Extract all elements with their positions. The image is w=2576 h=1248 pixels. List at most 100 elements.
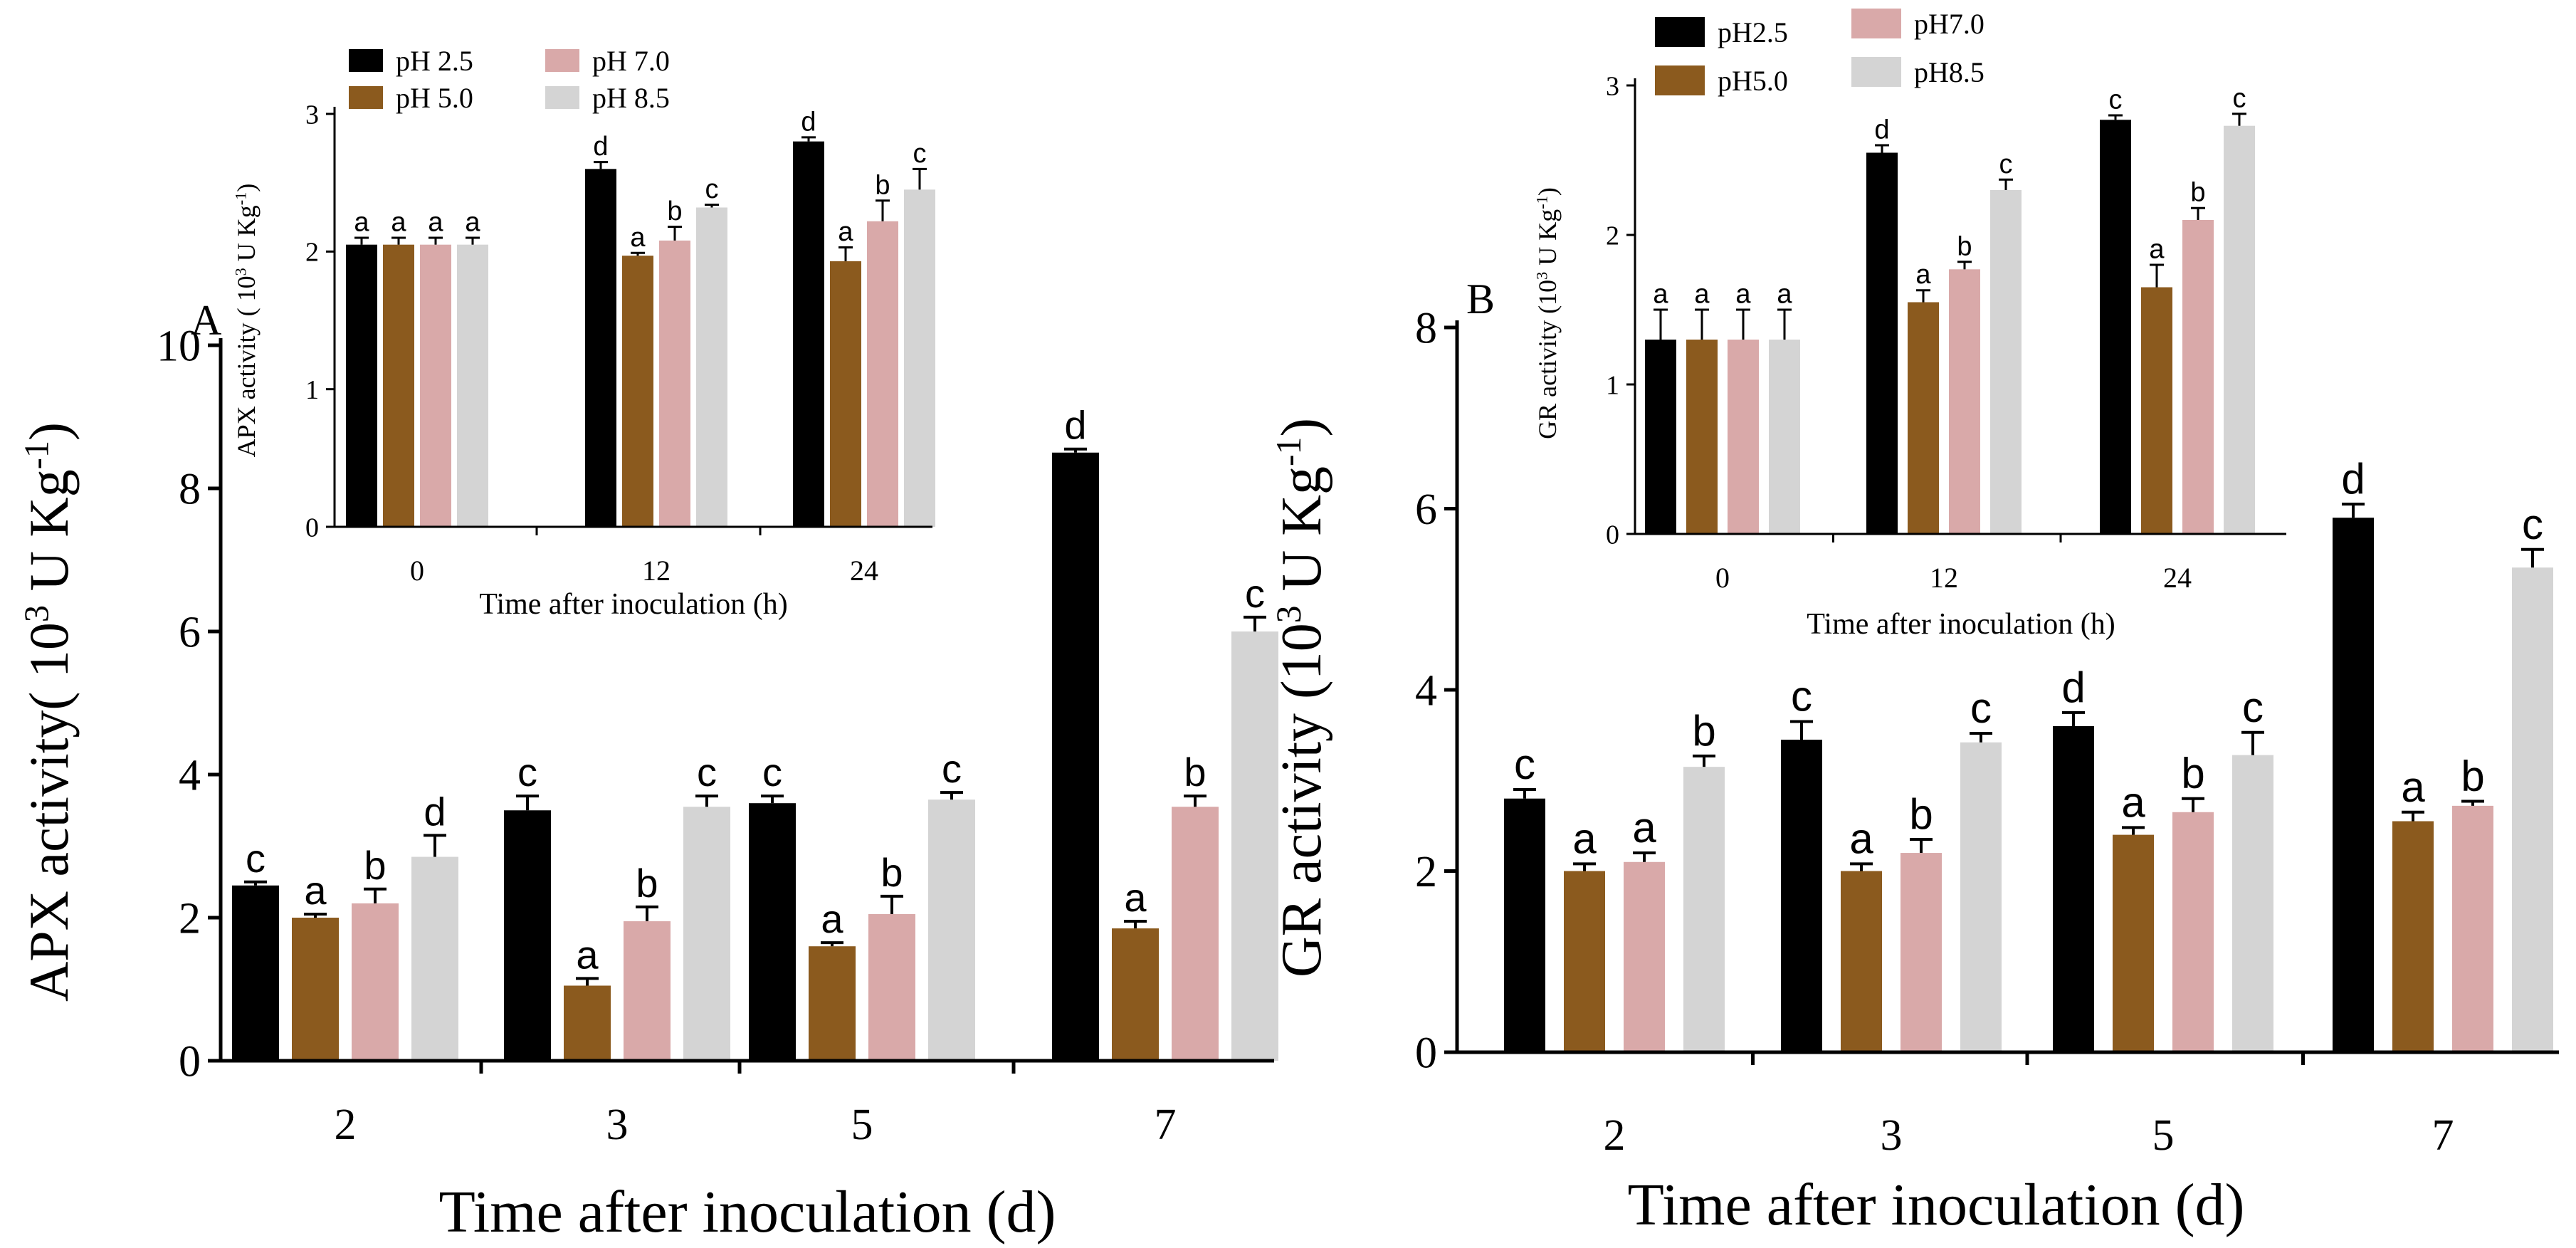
x-tick-label: 12 <box>642 555 671 587</box>
significance-letter: a <box>1124 875 1147 920</box>
y-tick-label: 8 <box>179 466 201 514</box>
significance-letter: b <box>875 170 890 200</box>
y-axis-label: GR activity (103 U Kg-1) <box>1269 418 1333 977</box>
significance-letter: c <box>246 836 266 881</box>
y-axis-label-part: U Kg <box>1271 466 1333 606</box>
y-axis-label-superscript: -1 <box>1269 437 1308 466</box>
bar <box>1683 767 1725 1052</box>
bar <box>2182 220 2214 534</box>
y-axis-label: GR activity (103 U Kg-1) <box>1533 187 1562 439</box>
bar <box>2452 805 2493 1052</box>
significance-letter: c <box>2233 83 2246 113</box>
y-axis-label-part: U Kg <box>18 469 80 605</box>
significance-letter: a <box>304 868 327 913</box>
x-tick-label: 12 <box>1930 562 1958 594</box>
bar <box>1960 742 2002 1052</box>
bar <box>352 903 399 1061</box>
significance-letter: b <box>2461 753 2484 800</box>
bar <box>1504 798 1545 1052</box>
bar <box>904 189 935 527</box>
x-tick-label: 7 <box>2432 1111 2454 1160</box>
y-tick-label: 3 <box>305 100 319 130</box>
x-tick-label: 0 <box>410 555 424 587</box>
bar <box>1686 340 1718 534</box>
x-tick-label: 2 <box>335 1101 357 1149</box>
y-tick-label: 2 <box>1606 221 1619 251</box>
y-axis-label-part: ) <box>1533 187 1562 196</box>
significance-letter: c <box>1970 684 1992 732</box>
y-axis-label-part: ) <box>232 184 261 192</box>
bar <box>1564 871 1605 1052</box>
bar <box>1841 871 1882 1052</box>
panel-label: A <box>191 297 221 344</box>
significance-letter: a <box>630 223 646 253</box>
y-axis-label-part: APX activity ( 10 <box>232 276 261 457</box>
y-axis-label-superscript: -1 <box>231 192 249 206</box>
bar <box>624 921 671 1061</box>
bar <box>1769 340 1800 534</box>
bar <box>1781 739 1822 1052</box>
significance-letter: c <box>517 750 537 795</box>
significance-letter: a <box>1735 280 1751 310</box>
y-axis-label-part: U Kg <box>1533 209 1562 272</box>
significance-letter: c <box>1791 673 1812 720</box>
bar <box>2053 725 2094 1052</box>
y-tick-label: 1 <box>305 375 319 405</box>
significance-letter: c <box>1999 150 2013 179</box>
significance-letter: b <box>1957 231 1972 261</box>
bar <box>1866 152 1898 534</box>
bar <box>659 240 690 527</box>
significance-letter: b <box>364 843 386 888</box>
bar <box>1231 631 1278 1061</box>
x-axis-label: Time after inoculation (d) <box>438 1179 1056 1245</box>
y-tick-label: 1 <box>1606 370 1619 400</box>
bar <box>809 946 856 1061</box>
significance-letter: d <box>2061 664 2085 711</box>
y-axis-label: APX activity( 103 U Kg-1) <box>18 422 80 1002</box>
y-tick-label: 4 <box>179 752 201 800</box>
bar <box>868 913 915 1061</box>
significance-letter: a <box>1632 804 1656 851</box>
bar <box>749 803 796 1061</box>
legend-label: pH2.5 <box>1718 16 1788 48</box>
significance-letter: c <box>762 750 782 795</box>
legend-label: pH 7.0 <box>592 45 670 77</box>
significance-letter: c <box>942 746 962 791</box>
significance-letter: a <box>354 208 369 238</box>
bar <box>346 244 377 527</box>
x-axis-label: Time after inoculation (d) <box>1627 1172 2244 1238</box>
significance-letter: a <box>1777 280 1792 310</box>
legend-swatch <box>349 49 383 72</box>
bar <box>2172 812 2214 1052</box>
y-axis-label-superscript: -1 <box>1533 196 1550 209</box>
significance-letter: a <box>2401 763 2425 811</box>
legend-swatch <box>545 86 579 109</box>
legend-swatch <box>545 49 579 72</box>
bar <box>2141 287 2172 534</box>
significance-letter: b <box>667 196 682 226</box>
y-tick-label: 8 <box>1415 305 1437 353</box>
x-tick-label: 5 <box>2152 1111 2175 1160</box>
significance-letter: a <box>1653 280 1668 310</box>
y-tick-label: 2 <box>1415 848 1437 896</box>
bar <box>232 885 279 1061</box>
x-tick-label: 5 <box>851 1101 873 1149</box>
significance-letter: a <box>821 896 843 941</box>
x-tick-label: 24 <box>850 555 878 587</box>
x-tick-label: 0 <box>1715 562 1730 594</box>
bar <box>1908 302 1939 534</box>
significance-letter: d <box>1874 115 1889 145</box>
y-axis-label-superscript: 3 <box>1269 606 1308 624</box>
bar <box>2100 120 2131 535</box>
legend-label: pH7.0 <box>1914 8 1984 40</box>
bar <box>793 141 824 527</box>
bar <box>411 856 458 1061</box>
y-axis-label: APX activity ( 103 U Kg-1) <box>231 184 261 458</box>
significance-letter: a <box>428 208 443 238</box>
significance-letter: a <box>576 932 599 977</box>
y-axis-label-part: U Kg <box>232 205 261 268</box>
